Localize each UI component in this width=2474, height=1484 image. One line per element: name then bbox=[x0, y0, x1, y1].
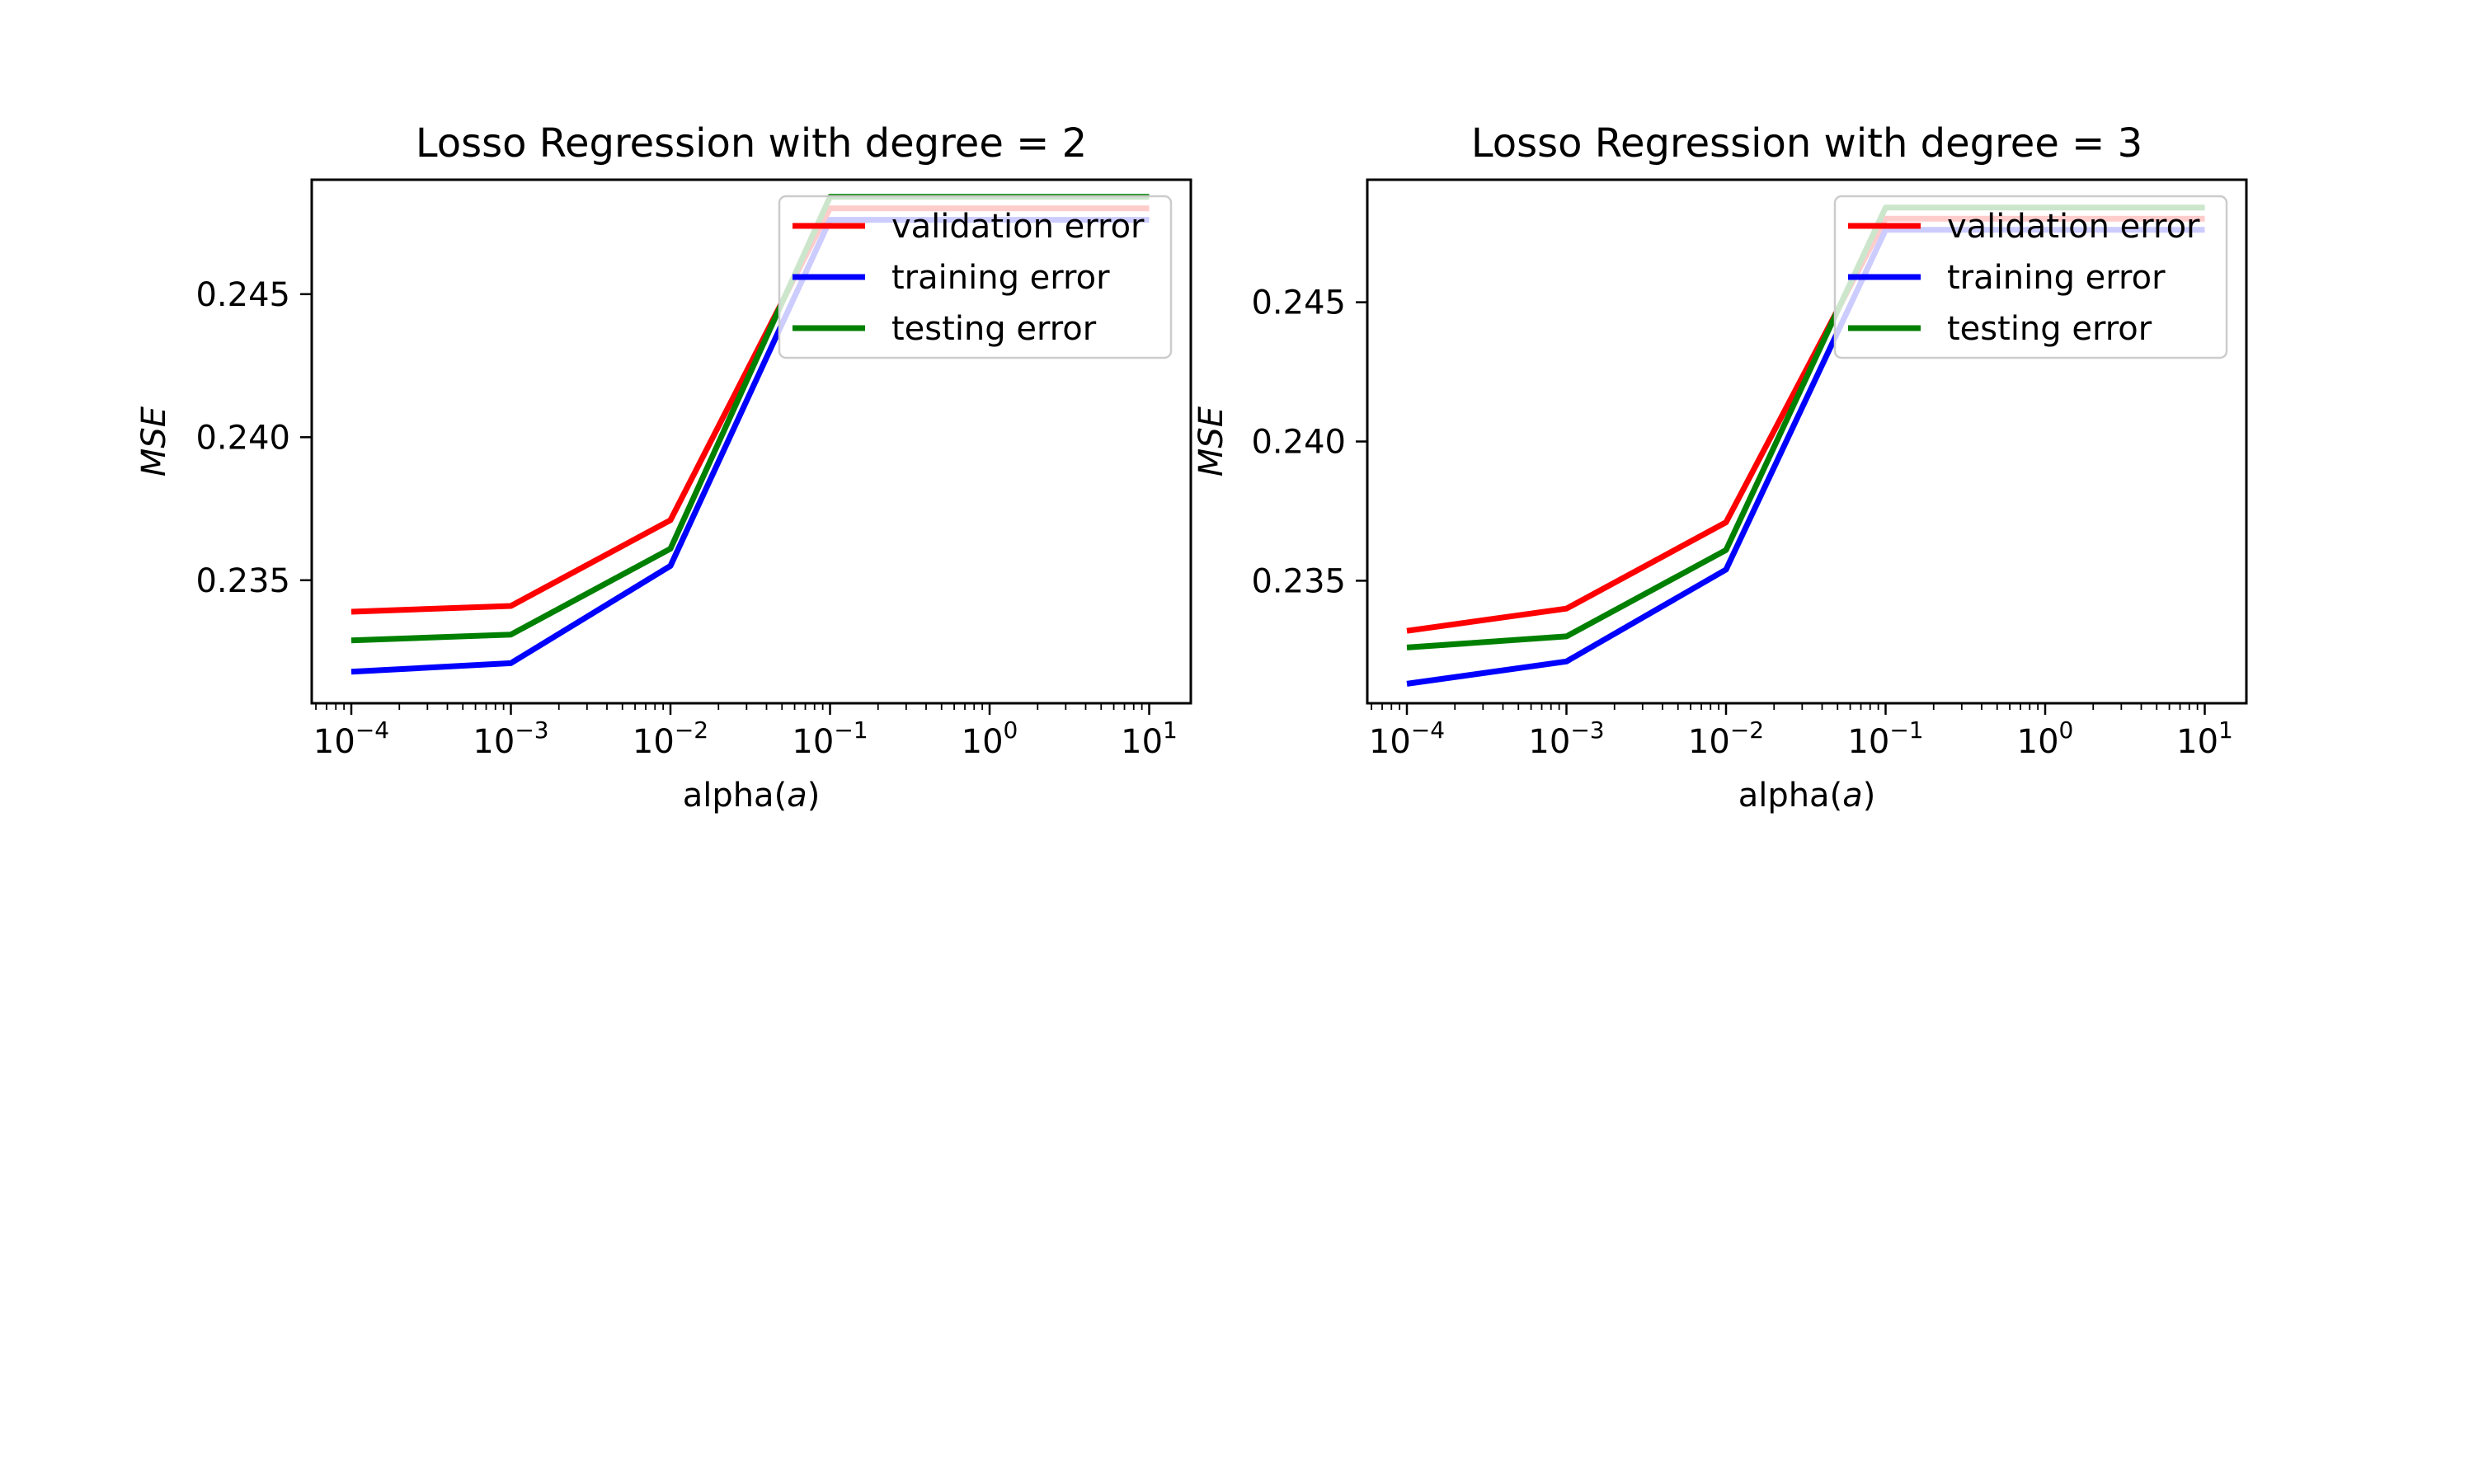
chart-1: Losso Regression with degree = 2 10−4 10−3… bbox=[135, 120, 1192, 815]
legend-label: training error bbox=[1947, 259, 2166, 297]
y-axis-label: MSE bbox=[135, 406, 173, 477]
y-tick-label: 0.235 bbox=[1251, 562, 1346, 600]
legend-label: validation error bbox=[1947, 208, 2200, 246]
x-tick-label: 100 bbox=[2017, 716, 2074, 761]
x-axis-label: alpha(a) bbox=[1738, 777, 1876, 815]
legend-label: testing error bbox=[891, 310, 1097, 348]
axes-frame bbox=[310, 178, 1192, 705]
chart-title: Losso Regression with degree = 3 bbox=[1471, 120, 2142, 167]
x-tick-label: 10−4 bbox=[313, 716, 389, 761]
y-tick-label: 0.245 bbox=[1251, 284, 1346, 322]
y-tick-label: 0.240 bbox=[1251, 424, 1346, 462]
x-tick-label: 10−1 bbox=[1847, 716, 1923, 761]
legend: validation error training error testing er… bbox=[778, 195, 1173, 359]
legend-label: validation error bbox=[891, 208, 1145, 246]
y-tick-label: 0.235 bbox=[195, 562, 290, 600]
x-tick-label: 10−2 bbox=[1688, 716, 1764, 761]
legend-label: testing error bbox=[1947, 310, 2152, 348]
x-axis-label: alpha(a) bbox=[683, 777, 821, 815]
x-tick-label: 100 bbox=[962, 716, 1018, 761]
legend-label: training error bbox=[891, 259, 1110, 297]
y-axis-label: MSE bbox=[1192, 406, 1230, 477]
x-tick-label: 10−4 bbox=[1369, 716, 1445, 761]
chart-title: Losso Regression with degree = 2 bbox=[416, 120, 1087, 167]
chart-2: Losso Regression with degree = 3 10−4 10−3… bbox=[1192, 120, 2248, 815]
y-tick-label: 0.245 bbox=[195, 276, 290, 314]
x-tick-label: 10−3 bbox=[1528, 716, 1604, 761]
x-tick-label: 10−3 bbox=[473, 716, 548, 761]
legend-box bbox=[778, 195, 1173, 359]
legend-box bbox=[1833, 195, 2228, 359]
x-tick-label: 10−1 bbox=[792, 716, 868, 761]
x-tick-label: 101 bbox=[2176, 716, 2233, 761]
x-tick-label: 101 bbox=[1121, 716, 1178, 761]
x-tick-label: 10−2 bbox=[633, 716, 708, 761]
legend: validation error training error testing er… bbox=[1833, 195, 2228, 359]
y-tick-label: 0.240 bbox=[195, 419, 290, 457]
